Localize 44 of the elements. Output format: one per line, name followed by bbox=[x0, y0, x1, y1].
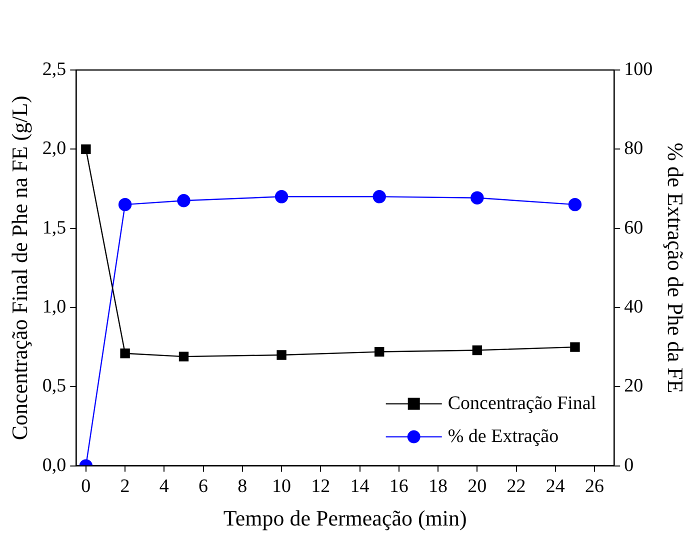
x-tick-label: 20 bbox=[468, 476, 487, 498]
point bbox=[81, 144, 91, 154]
y-tick-label: 1,0 bbox=[42, 296, 66, 318]
point bbox=[470, 191, 484, 204]
point bbox=[177, 194, 190, 208]
point bbox=[274, 190, 288, 204]
legend-label: % de Extração bbox=[448, 426, 559, 447]
legend-label: Concentração Final bbox=[448, 392, 596, 414]
x-tick-label: 22 bbox=[506, 476, 526, 498]
y2-axis-title: % de Extração de Phe da FE bbox=[663, 142, 688, 394]
y2-tick-label: 40 bbox=[624, 296, 644, 318]
x-axis-title: Tempo de Permeação (min) bbox=[223, 506, 467, 531]
y-tick-label: 0,5 bbox=[42, 376, 66, 397]
x-tick-label: 12 bbox=[311, 476, 330, 498]
y-tick-label: 2,5 bbox=[42, 58, 66, 80]
x-tick-label: 14 bbox=[350, 476, 370, 498]
point bbox=[570, 342, 580, 352]
point bbox=[568, 198, 582, 212]
y2-tick-label: 100 bbox=[624, 58, 653, 80]
x-tick-label: 26 bbox=[585, 476, 604, 498]
y-tick-label: 2,0 bbox=[42, 138, 66, 160]
point bbox=[178, 352, 189, 362]
point bbox=[374, 346, 384, 357]
x-tick-label: 0 bbox=[81, 476, 91, 498]
point bbox=[372, 190, 386, 204]
point bbox=[118, 198, 132, 212]
x-tick-label: 24 bbox=[546, 476, 566, 498]
point bbox=[276, 350, 286, 360]
x-tick-label: 6 bbox=[198, 476, 208, 498]
x-tick-label: 8 bbox=[238, 476, 248, 498]
x-tick-label: 2 bbox=[120, 476, 130, 498]
x-tick-label: 16 bbox=[389, 476, 408, 498]
y2-tick-label: 0 bbox=[624, 454, 634, 476]
y-tick-label: 0,0 bbox=[42, 454, 66, 476]
y-axis-title: Concentração Final de Phe na FE (g/L) bbox=[6, 96, 32, 440]
x-tick-label: 10 bbox=[272, 476, 292, 498]
y2-tick-label: 80 bbox=[624, 138, 644, 160]
y2-tick-label: 20 bbox=[624, 376, 644, 397]
point bbox=[120, 348, 130, 358]
x-tick-label: 18 bbox=[428, 476, 448, 498]
point bbox=[472, 345, 482, 356]
y-tick-label: 1,5 bbox=[42, 217, 66, 238]
y2-tick-label: 60 bbox=[624, 217, 644, 238]
x-tick-label: 4 bbox=[159, 476, 170, 498]
